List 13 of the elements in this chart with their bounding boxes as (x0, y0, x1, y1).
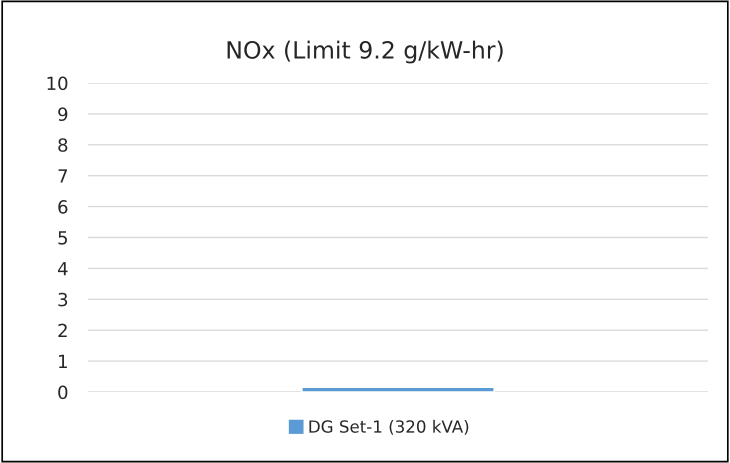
y-tick-label: 10 (48, 76, 68, 90)
y-tick-label: 5 (58, 231, 67, 245)
y-tick-label: 2 (58, 324, 67, 338)
legend-label: DG Set-1 (320 kVA) (309, 420, 468, 435)
y-tick-label: 8 (58, 138, 68, 152)
chart-title: NOx (Limit 9.2 g/kW-hr) (228, 40, 503, 64)
y-tick-label: 3 (58, 292, 68, 306)
y-tick-label: 4 (58, 262, 68, 276)
y-tick-label: 1 (59, 354, 67, 368)
y-tick-label: 9 (58, 107, 68, 122)
y-tick-label: 6 (58, 200, 68, 214)
y-tick-label: 0 (58, 385, 68, 400)
y-tick-label: 7 (58, 169, 68, 183)
